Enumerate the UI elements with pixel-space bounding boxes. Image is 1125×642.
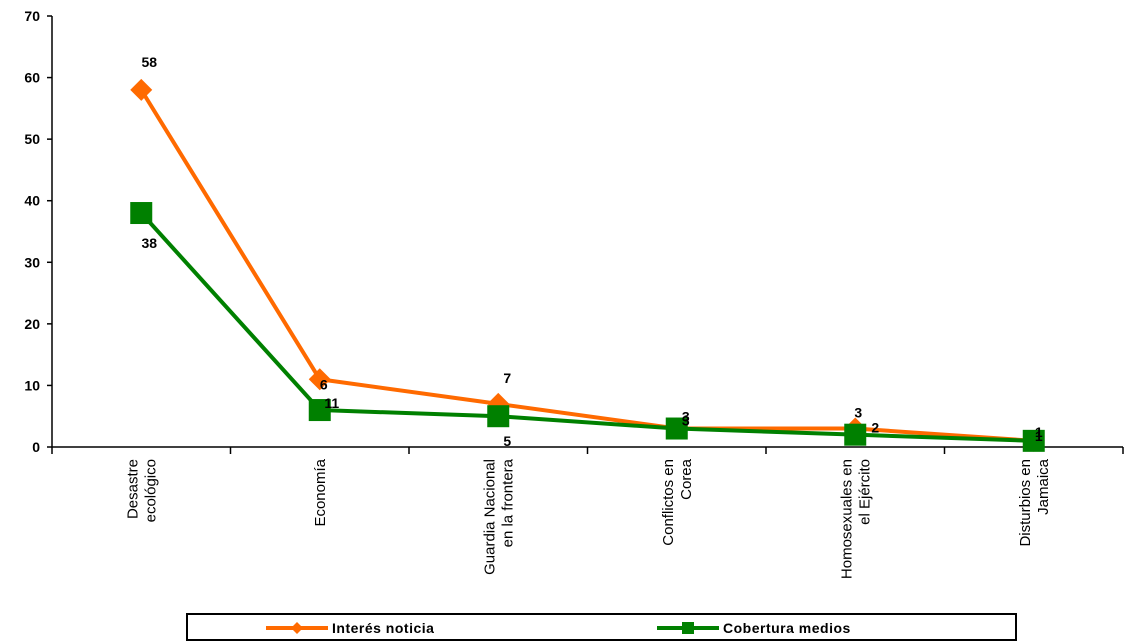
y-tick-label: 20 [24,316,40,332]
legend-square-marker [682,622,694,634]
x-category-label: Guardia Nacional [481,459,498,575]
series-lines [139,88,1034,443]
x-category-label: Disturbios en [1017,459,1034,547]
y-tick-label: 60 [24,70,40,86]
data-label: 7 [503,370,511,386]
data-label: 6 [320,376,328,392]
data-label: 1 [1035,424,1043,440]
chart-axes [51,16,1123,448]
data-label: 58 [141,54,157,70]
x-category-label: en la frontera [499,458,516,547]
legend-diamond-marker [291,622,303,634]
x-category-label: ecológico [142,459,159,522]
data-label: 3 [682,409,690,425]
square-point [487,405,510,428]
x-category-label: Corea [678,458,695,500]
x-axis-labels: Desastre ecológico Economía Guardia Naciona… [51,447,1124,579]
x-category-label: Homosexuales en [838,459,855,579]
diamond-point [130,78,153,101]
y-tick-label: 50 [24,131,40,147]
square-point [844,423,867,446]
data-label: 3 [682,413,690,429]
y-axis-ticks: 0 10 20 30 40 50 60 70 [24,8,52,455]
y-tick-label: 30 [24,254,40,270]
x-category-label: el Ejército [856,459,873,525]
y-tick-label: 0 [32,439,40,455]
x-category-label: Jamaica [1035,458,1052,515]
series-markers [130,78,1045,452]
series-line-1 [139,211,1034,443]
data-label: 11 [324,395,339,411]
square-point [130,202,153,225]
series-line-0 [139,88,1034,443]
square-point [1022,429,1045,452]
x-category-label: Conflictos en [660,459,677,546]
legend-label-1: Cobertura medios [723,620,851,636]
data-label: 3 [854,405,862,421]
data-label: 5 [503,433,511,449]
x-category-label: Desastre [124,459,141,519]
data-label: 38 [141,235,157,251]
data-label: 1 [1035,428,1043,444]
x-category-label: Economía [312,458,329,526]
data-label: 2 [871,420,879,436]
y-tick-label: 70 [24,8,40,24]
y-tick-label: 10 [24,377,40,393]
square-point [308,399,331,422]
diamond-point [308,368,331,391]
legend: Interés noticia Cobertura medios [186,613,1017,641]
square-point [665,417,688,440]
y-tick-label: 40 [24,193,40,209]
legend-label-0: Interés noticia [332,620,434,636]
